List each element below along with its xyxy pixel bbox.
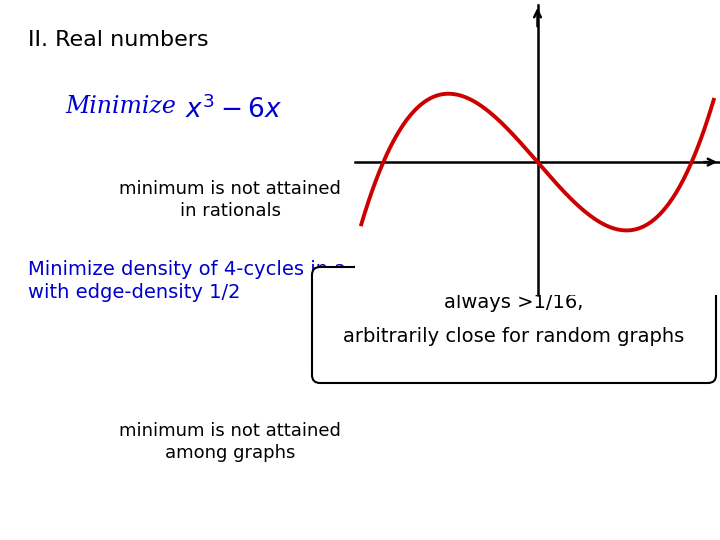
Text: among graphs: among graphs bbox=[165, 444, 295, 462]
Text: in rationals: in rationals bbox=[179, 202, 281, 220]
Text: minimum is not attained: minimum is not attained bbox=[119, 180, 341, 198]
Text: II. Real numbers: II. Real numbers bbox=[28, 30, 209, 50]
Text: minimum is not attained: minimum is not attained bbox=[119, 422, 341, 440]
Text: Minimize density of 4-cycles in a graph: Minimize density of 4-cycles in a graph bbox=[28, 260, 410, 279]
Text: always >1/16,: always >1/16, bbox=[444, 293, 584, 312]
Text: with edge-density 1/2: with edge-density 1/2 bbox=[28, 283, 240, 302]
FancyBboxPatch shape bbox=[312, 267, 716, 383]
Text: arbitrarily close for random graphs: arbitrarily close for random graphs bbox=[343, 327, 685, 346]
Text: Minimize: Minimize bbox=[65, 95, 176, 118]
Text: $x^3 - 6x$: $x^3 - 6x$ bbox=[185, 95, 282, 124]
